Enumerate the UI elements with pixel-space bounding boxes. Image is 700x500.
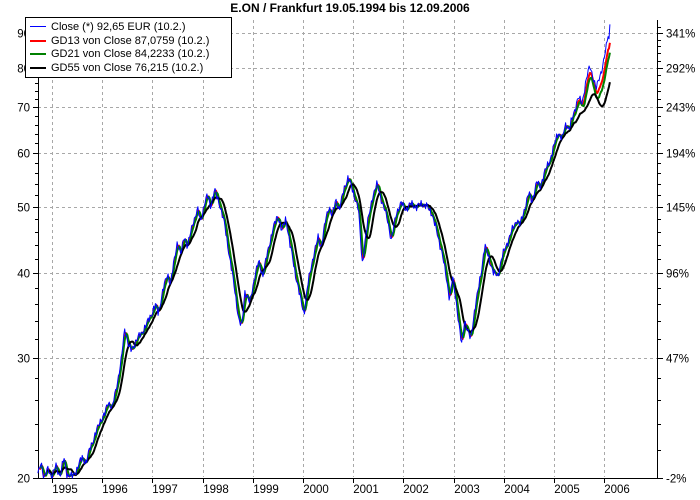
x-axis-year-label: 2001 bbox=[353, 484, 379, 496]
x-axis-year-label: 1997 bbox=[152, 484, 178, 496]
x-axis-year-label: 2004 bbox=[504, 484, 530, 496]
y-axis-right-label: 292% bbox=[666, 64, 695, 76]
legend-label-gd13: GD13 von Close 87,0759 (10.2.) bbox=[51, 34, 210, 47]
legend-item-gd13: GD13 von Close 87,0759 (10.2.) bbox=[26, 34, 231, 48]
x-axis-year-label: 1996 bbox=[102, 484, 128, 496]
close-line bbox=[37, 24, 611, 479]
legend-item-gd55: GD55 von Close 76,215 (10.2.) bbox=[26, 61, 231, 75]
legend: Close (*) 92,65 EUR (10.2.) GD13 von Clo… bbox=[25, 17, 232, 78]
series-lines bbox=[37, 24, 611, 479]
y-axis-left-label: 60 bbox=[17, 149, 30, 161]
x-axis-year-label: 2003 bbox=[454, 484, 480, 496]
legend-item-close: Close (*) 92,65 EUR (10.2.) bbox=[26, 20, 231, 34]
x-axis-year-label: 2006 bbox=[604, 484, 630, 496]
x-axis-year-label: 1999 bbox=[253, 484, 279, 496]
y-axis-left-label: 70 bbox=[17, 103, 30, 115]
y-axis-left-label: 40 bbox=[17, 269, 30, 281]
gridlines bbox=[38, 20, 657, 477]
x-axis-year-label: 2002 bbox=[403, 484, 429, 496]
y-axis-right-label: 145% bbox=[666, 203, 695, 215]
x-axis-year-label: 1998 bbox=[203, 484, 229, 496]
y-axis-right-label: 194% bbox=[666, 149, 695, 161]
chart-title: E.ON / Frankfurt 19.05.1994 bis 12.09.20… bbox=[230, 1, 470, 15]
gd55-line-swatch bbox=[30, 67, 46, 70]
gd13-line-swatch bbox=[30, 39, 46, 42]
gd55-line bbox=[46, 81, 611, 477]
y-axis-right-label: 96% bbox=[666, 269, 689, 281]
x-axis-year-label: 2000 bbox=[303, 484, 329, 496]
y-axis-right-label: -2% bbox=[666, 474, 686, 486]
legend-label-gd21: GD21 von Close 84,2233 (10.2.) bbox=[51, 48, 210, 61]
y-axis-right-label: 243% bbox=[666, 103, 695, 115]
y-axis-right-label: 47% bbox=[666, 354, 689, 366]
axis-labels: 20 -2%30 47%40 96%50 145%60 194%70 243%80 292%9… bbox=[17, 29, 695, 497]
y-axis-left-label: 50 bbox=[17, 203, 30, 215]
axes bbox=[33, 20, 663, 483]
x-axis-year-label: 2005 bbox=[554, 484, 580, 496]
y-axis-left-label: 20 bbox=[17, 474, 30, 486]
y-axis-left-label: 30 bbox=[17, 354, 30, 366]
y-axis-right-label: 341% bbox=[666, 29, 695, 41]
gd21-line-swatch bbox=[30, 53, 46, 56]
legend-item-gd21: GD21 von Close 84,2233 (10.2.) bbox=[26, 48, 231, 62]
x-axis-year-label: 1995 bbox=[52, 484, 78, 496]
close-line-swatch bbox=[30, 26, 46, 28]
legend-label-gd55: GD55 von Close 76,215 (10.2.) bbox=[51, 62, 204, 75]
legend-label-close: Close (*) 92,65 EUR (10.2.) bbox=[51, 20, 186, 33]
gd21-line bbox=[39, 52, 611, 478]
